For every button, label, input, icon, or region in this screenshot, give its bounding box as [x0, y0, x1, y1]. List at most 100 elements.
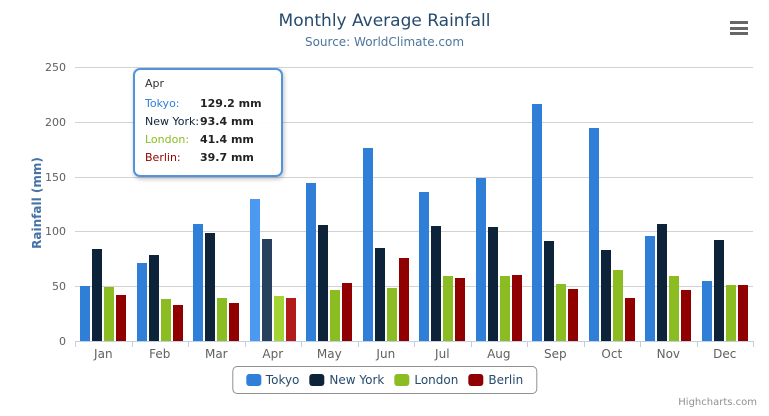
x-axis-label: Jul [435, 347, 450, 361]
column-bar-tokyo-mar[interactable] [193, 224, 204, 341]
x-axis-label: Mar [204, 347, 228, 361]
column-bar-berlin-aug[interactable] [511, 274, 522, 341]
column-bar-berlin-dec[interactable] [737, 285, 748, 341]
x-axis-label: Aug [487, 347, 511, 361]
x-axis-tick [131, 342, 133, 347]
column-bar-tokyo-apr[interactable] [249, 199, 260, 341]
legend-item-new-york[interactable]: New York [309, 373, 384, 387]
legend-label: New York [329, 373, 385, 387]
legend-item-berlin[interactable]: Berlin [468, 373, 523, 387]
tooltip-row: New York: 93.4 mm [145, 113, 271, 131]
legend-item-london[interactable]: London [394, 373, 458, 387]
column-bar-tokyo-jun[interactable] [362, 148, 373, 341]
column-bar-new-york-apr[interactable] [261, 238, 272, 341]
column-bar-london-apr[interactable] [273, 295, 284, 341]
x-axis-tick [414, 342, 415, 347]
legend-marker [309, 374, 325, 386]
column-bar-london-may[interactable] [330, 289, 341, 341]
tooltip: Apr Tokyo: 129.2 mm New York: 93.4 mm London… [133, 68, 283, 177]
legend: Tokyo New York London Berlin [231, 366, 538, 394]
x-axis-tick [357, 342, 359, 347]
column-bar-tokyo-aug[interactable] [475, 178, 486, 341]
legend-item-tokyo[interactable]: Tokyo [245, 373, 299, 387]
tooltip-row: London: 41.4 mm [145, 131, 271, 149]
credits-link[interactable]: Highcharts.com [678, 397, 757, 408]
column-bar-new-york-sep[interactable] [544, 241, 555, 341]
column-bar-london-mar[interactable] [217, 297, 228, 341]
column-bar-tokyo-oct[interactable] [588, 128, 599, 341]
export-menu-icon[interactable] [730, 21, 748, 38]
tooltip-series-label: Berlin: [145, 151, 181, 164]
legend-label: Berlin [488, 373, 524, 387]
y-axis-label: 200 [45, 116, 66, 129]
x-axis-label: Nov [656, 347, 681, 361]
x-axis-tick [301, 342, 302, 347]
x-axis-tick [244, 342, 246, 347]
column-bar-tokyo-dec[interactable] [701, 281, 712, 341]
gridline [75, 122, 753, 123]
column-bar-new-york-mar[interactable] [205, 233, 216, 341]
column-bar-berlin-jun[interactable] [398, 258, 409, 341]
x-axis-tick [527, 342, 528, 347]
x-axis-tick [188, 342, 189, 347]
column-bar-tokyo-may[interactable] [306, 183, 317, 341]
x-axis-line [75, 341, 754, 342]
x-axis-tick [753, 342, 754, 347]
x-axis-tick [75, 342, 76, 347]
column-bar-tokyo-jul[interactable] [419, 192, 430, 341]
chart-title: Monthly Average Rainfall [278, 11, 491, 31]
tooltip-value: 93.4 mm [200, 115, 254, 128]
column-bar-london-feb[interactable] [160, 298, 171, 341]
column-bar-berlin-may[interactable] [342, 283, 353, 341]
column-bar-berlin-sep[interactable] [568, 288, 579, 341]
column-bar-tokyo-jan[interactable] [80, 286, 91, 341]
column-bar-london-jan[interactable] [104, 287, 115, 341]
x-axis-label: Apr [262, 347, 284, 361]
column-bar-berlin-oct[interactable] [624, 298, 635, 341]
column-bar-berlin-nov[interactable] [681, 289, 692, 341]
column-bar-london-aug[interactable] [499, 275, 510, 341]
column-bar-tokyo-nov[interactable] [645, 236, 656, 341]
column-bar-new-york-oct[interactable] [600, 249, 611, 341]
x-axis-label: Feb [149, 347, 171, 361]
y-axis-label: 0 [59, 335, 66, 348]
column-bar-london-sep[interactable] [556, 283, 567, 341]
x-axis-label: May [316, 347, 342, 361]
column-bar-new-york-may[interactable] [318, 224, 329, 341]
gridline [75, 286, 753, 287]
column-bar-london-dec[interactable] [725, 284, 736, 341]
column-bar-berlin-mar[interactable] [229, 303, 240, 341]
column-bar-london-jul[interactable] [443, 276, 454, 341]
x-axis-tick [696, 342, 698, 347]
column-bar-new-york-dec[interactable] [713, 239, 724, 341]
x-axis-tick [583, 342, 585, 347]
column-bar-new-york-aug[interactable] [487, 226, 498, 341]
x-axis-label: Jan [94, 347, 113, 361]
column-bar-new-york-jan[interactable] [92, 249, 103, 341]
column-bar-berlin-jan[interactable] [116, 294, 127, 341]
x-axis-label: Sep [543, 347, 567, 361]
column-bar-tokyo-feb[interactable] [136, 262, 147, 341]
column-bar-london-nov[interactable] [669, 276, 680, 341]
column-bar-new-york-jul[interactable] [431, 225, 442, 341]
column-bar-berlin-jul[interactable] [455, 278, 466, 341]
column-bar-new-york-nov[interactable] [657, 224, 668, 341]
column-bar-new-york-feb[interactable] [148, 254, 159, 341]
x-axis-tick [470, 342, 472, 347]
tooltip-series-label: Tokyo: [145, 97, 180, 110]
x-axis-tick [640, 342, 641, 347]
column-bar-berlin-feb[interactable] [172, 304, 183, 341]
column-bar-london-jun[interactable] [386, 288, 397, 341]
legend-marker [394, 374, 410, 386]
column-bar-new-york-jun[interactable] [374, 248, 385, 341]
legend-marker [468, 374, 484, 386]
x-axis-label: Oct [601, 347, 623, 361]
tooltip-value: 41.4 mm [200, 133, 254, 146]
y-axis-label: 150 [45, 171, 66, 184]
gridline [75, 231, 753, 232]
column-bar-berlin-apr[interactable] [285, 297, 296, 341]
column-bar-london-oct[interactable] [612, 269, 623, 341]
x-axis-label: Jun [376, 347, 396, 361]
column-bar-tokyo-sep[interactable] [532, 103, 543, 341]
